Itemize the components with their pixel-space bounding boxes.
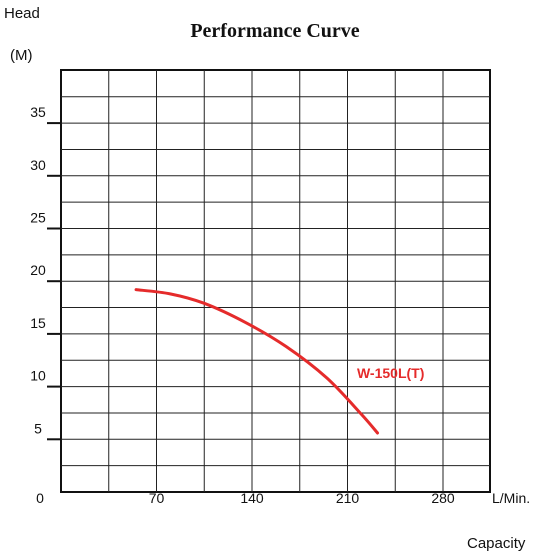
y-tick-label: 5 (34, 420, 42, 436)
y-tick-label: 25 (30, 210, 46, 226)
x-tick-label: 210 (336, 490, 360, 506)
y-axis-label: Head (4, 5, 40, 22)
x-axis-unit: L/Min. (492, 490, 530, 506)
x-tick-label: 280 (431, 490, 455, 506)
grid-lines (61, 70, 490, 492)
x-tick-label: 140 (240, 490, 264, 506)
y-tick-label: 15 (30, 315, 46, 331)
y-tick-label: 20 (30, 262, 46, 278)
y-ticks: 5 10 15 20 25 30 35 (30, 104, 61, 441)
y-tick-label: 30 (30, 157, 46, 173)
chart-title: Performance Curve (190, 20, 359, 42)
y-tick-label: 10 (30, 368, 46, 384)
series-label: W-150L(T) (357, 365, 424, 381)
x-tick-label: 70 (149, 490, 165, 506)
series-line-w-150l (134, 288, 380, 435)
y-tick-label: 35 (30, 104, 46, 120)
x-ticks: 70 140 210 280 (149, 490, 455, 506)
origin-label: 0 (36, 490, 44, 506)
series-layer: W-150L(T) (134, 288, 424, 435)
x-axis-label: Capacity (467, 535, 526, 552)
y-axis-unit: (M) (10, 47, 33, 64)
